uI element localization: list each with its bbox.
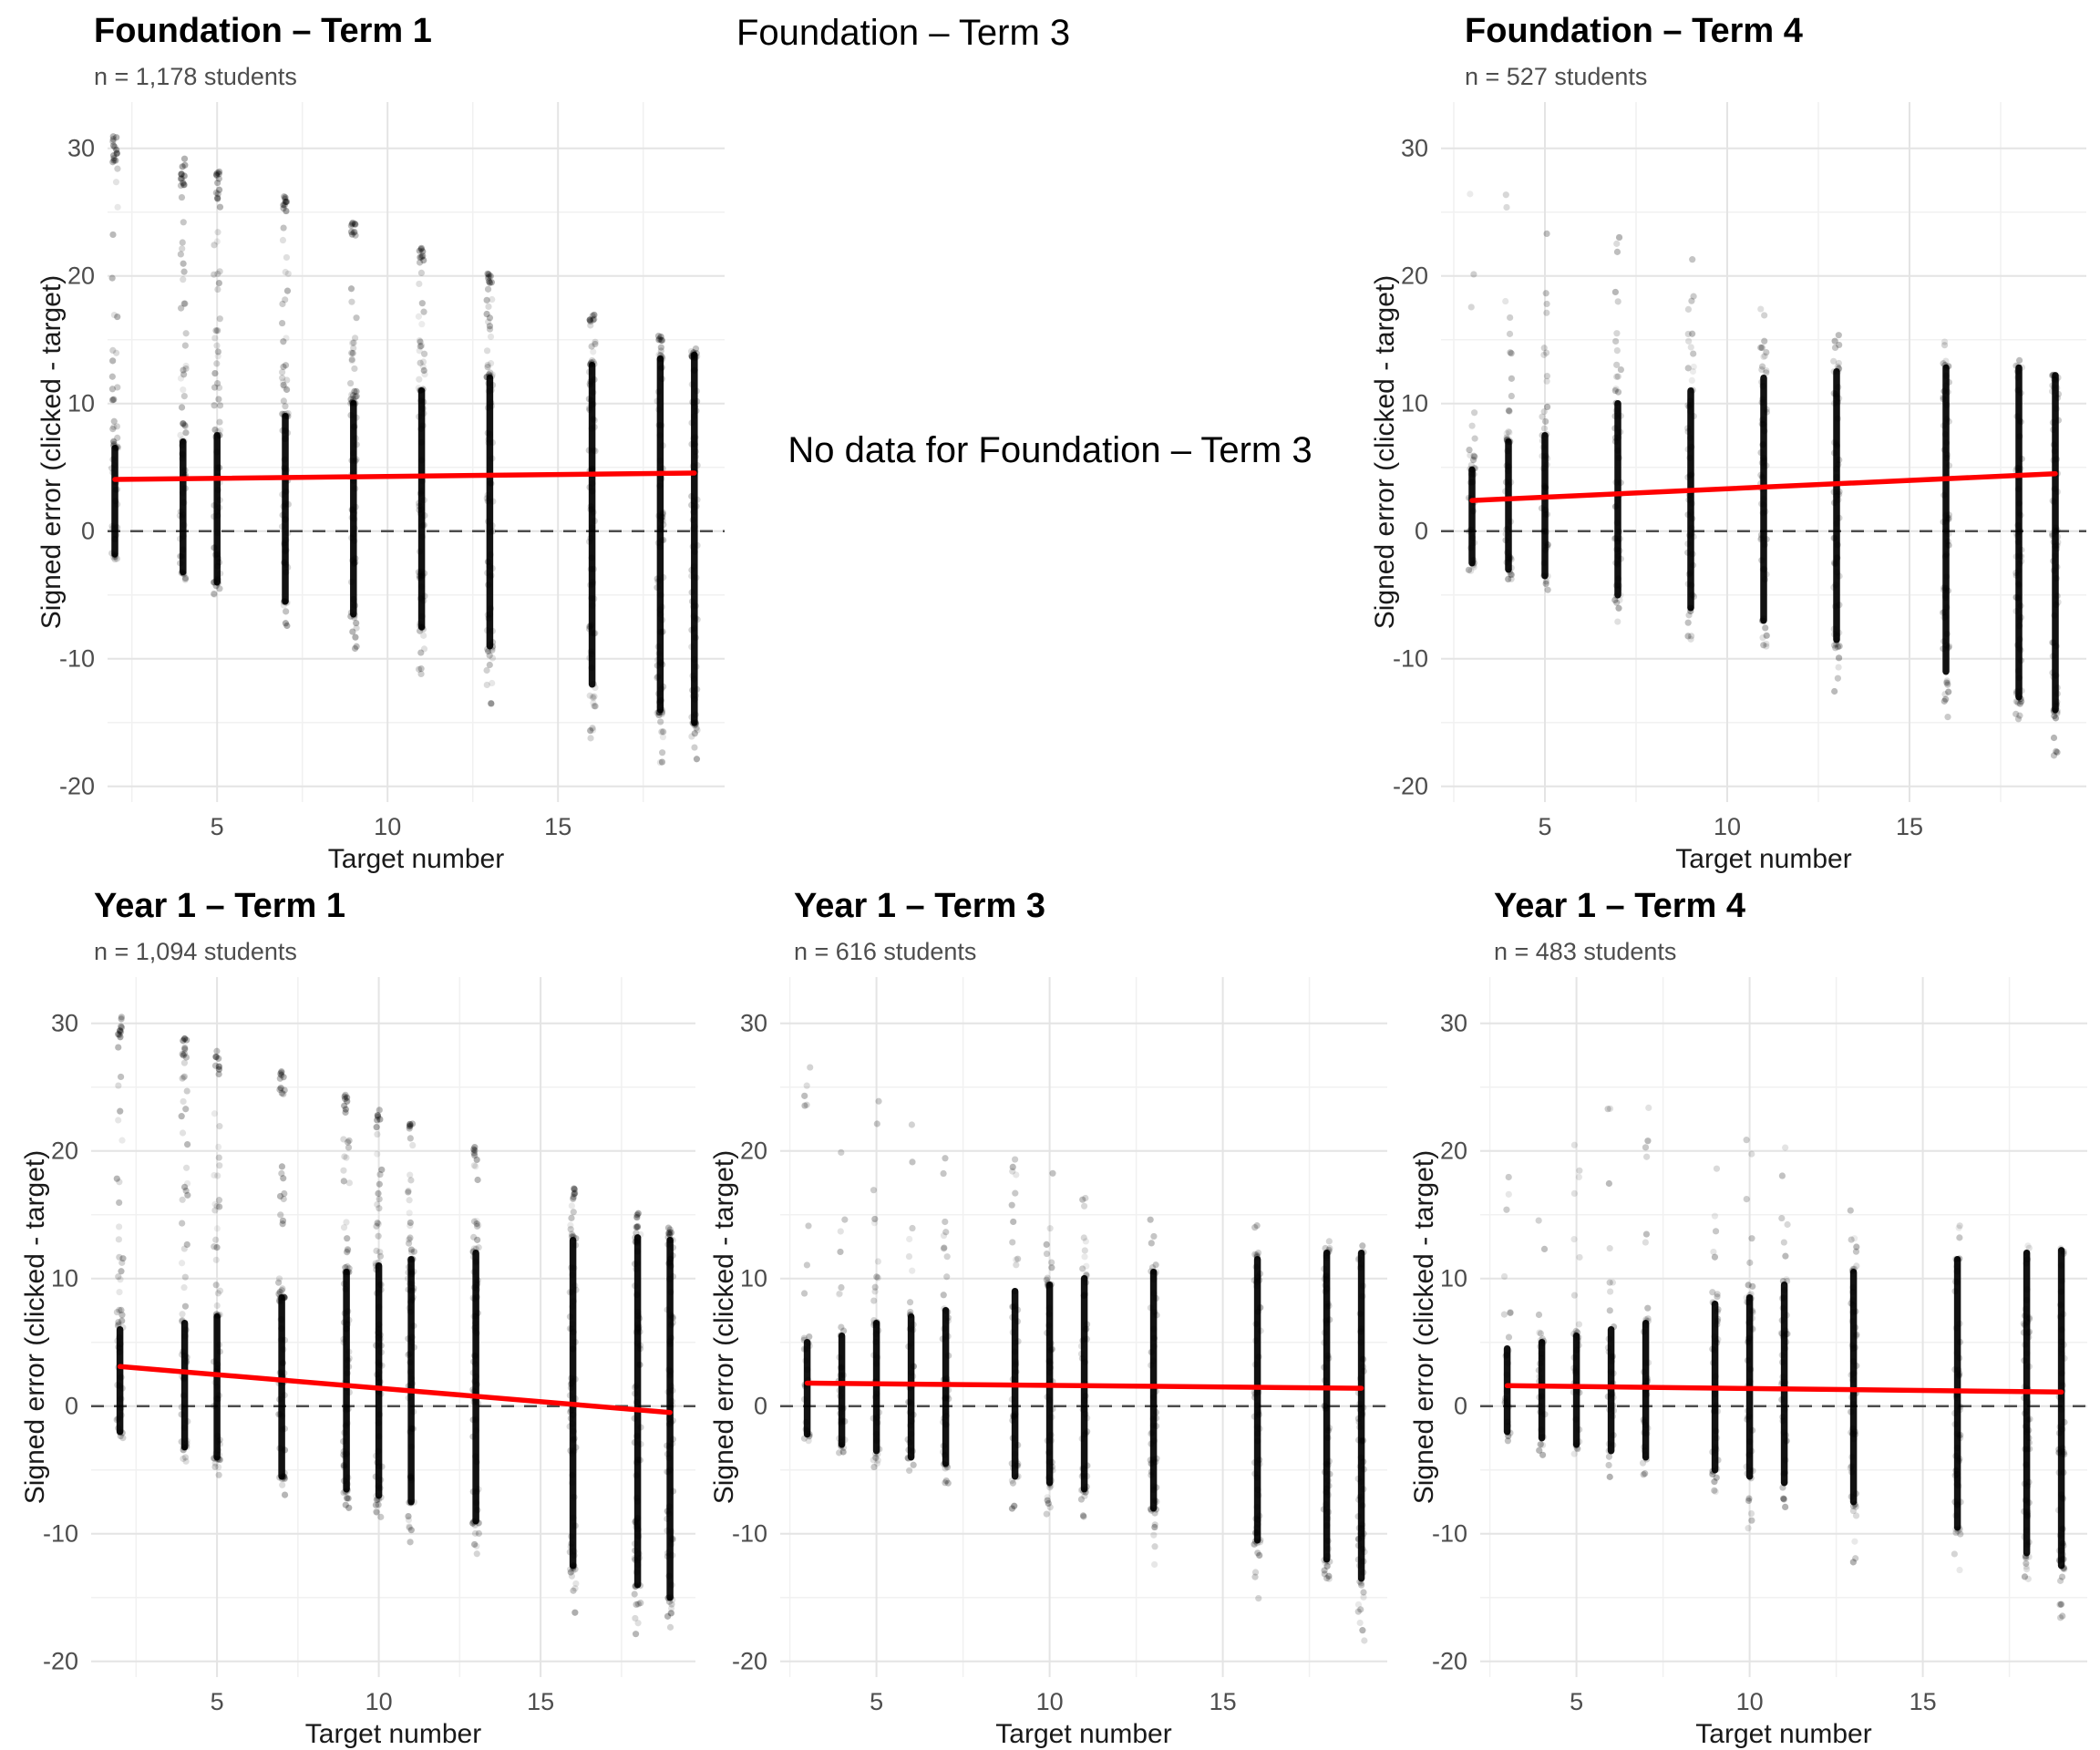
- x-tick-label: 10: [1036, 1688, 1064, 1715]
- x-tick-label: 5: [1570, 1688, 1583, 1715]
- y-tick-label: -20: [1393, 773, 1428, 800]
- y-tick-label: -10: [732, 1520, 767, 1548]
- no-data-message: No data for Foundation – Term 3: [788, 430, 1312, 470]
- y-tick-label: 0: [65, 1393, 78, 1420]
- x-axis-title: Target number: [1675, 844, 1851, 874]
- x-tick-label: 10: [1736, 1688, 1764, 1715]
- panel-plot-year1-term1: -20 -10 0 10 20 30 5 10 15 Target number Signed er…: [20, 977, 695, 1749]
- y-tick-label: 20: [51, 1138, 78, 1165]
- y-tick-label: 0: [81, 518, 95, 545]
- y-tick-label: 10: [740, 1265, 767, 1292]
- panel-title-year1-term3: Year 1 – Term 3: [794, 887, 1046, 925]
- y-axis-title: Signed error (clicked - target): [36, 275, 67, 629]
- panel-year1-term4-header: Year 1 – Term 4 n = 483 students: [1494, 887, 1746, 965]
- x-axis-title: Target number: [995, 1719, 1171, 1749]
- y-tick-label: -10: [1432, 1520, 1467, 1548]
- x-tick-label: 15: [544, 813, 571, 840]
- y-tick-label: 30: [1440, 1010, 1467, 1037]
- y-tick-label: -10: [1393, 645, 1428, 673]
- panel-title-year1-term4: Year 1 – Term 4: [1494, 887, 1746, 925]
- y-tick-label: 20: [1401, 262, 1428, 290]
- y-tick-label: -20: [59, 773, 95, 800]
- panel-year1-term3-header: Year 1 – Term 3 n = 616 students: [794, 887, 1046, 965]
- x-tick-label: 5: [870, 1688, 883, 1715]
- x-tick-label: 15: [1910, 1688, 1937, 1715]
- y-tick-label: -20: [1432, 1648, 1467, 1675]
- x-tick-label: 5: [211, 813, 224, 840]
- y-tick-label: 20: [1440, 1138, 1467, 1165]
- x-tick-label: 15: [1210, 1688, 1237, 1715]
- x-tick-label: 15: [527, 1688, 554, 1715]
- y-axis-title: Signed error (clicked - target): [709, 1150, 739, 1504]
- panel-foundation-term1-header: Foundation – Term 1 n = 1,178 students: [94, 12, 432, 90]
- y-tick-label: 10: [51, 1265, 78, 1292]
- panel-subtitle-year1-term1: n = 1,094 students: [94, 937, 297, 965]
- y-tick-label: 30: [67, 135, 95, 162]
- y-tick-label: 10: [67, 390, 95, 417]
- trend-line-year1-term3: [804, 1380, 1364, 1391]
- x-tick-label: 15: [1896, 813, 1923, 840]
- y-tick-label: 30: [51, 1010, 78, 1037]
- trend-line-foundation-term4: [1469, 470, 2058, 503]
- panel-plot-year1-term4: -20 -10 0 10 20 30 5 10 15 Target number Signed er…: [1409, 977, 2087, 1749]
- panel-subtitle-year1-term4: n = 483 students: [1494, 937, 1677, 965]
- panel-plot-foundation-term4: -20 -10 0 10 20 30 5 10 15 Target number Signed er…: [1370, 102, 2086, 874]
- x-tick-label: 10: [365, 1688, 393, 1715]
- panel-plot-year1-term3: -20 -10 0 10 20 30 5 10 15 Target number Signed er…: [709, 977, 1387, 1749]
- y-tick-label: 30: [740, 1010, 767, 1037]
- panel-title-foundation-term3: Foundation – Term 3: [736, 13, 1071, 53]
- y-tick-label: 30: [1401, 135, 1428, 162]
- x-tick-label: 5: [211, 1688, 224, 1715]
- y-tick-label: -20: [732, 1648, 767, 1675]
- trend-line-year1-term4: [1504, 1383, 2064, 1395]
- x-tick-label: 10: [1714, 813, 1741, 840]
- x-axis-title: Target number: [305, 1719, 481, 1749]
- panel-title-foundation-term4: Foundation – Term 4: [1465, 12, 1803, 50]
- y-tick-label: -10: [43, 1520, 78, 1548]
- y-tick-label: -20: [43, 1648, 78, 1675]
- x-tick-label: 5: [1538, 813, 1551, 840]
- panel-subtitle-foundation-term4: n = 527 students: [1465, 62, 1648, 90]
- panel-title-foundation-term1: Foundation – Term 1: [94, 12, 432, 50]
- y-axis-title: Signed error (clicked - target): [20, 1150, 50, 1504]
- panel-subtitle-foundation-term1: n = 1,178 students: [94, 62, 297, 90]
- trend-line-year1-term1: [117, 1364, 673, 1415]
- x-axis-title: Target number: [328, 844, 504, 874]
- y-tick-label: 10: [1401, 390, 1428, 417]
- panel-year1-term1-header: Year 1 – Term 1 n = 1,094 students: [94, 887, 346, 965]
- y-tick-label: 0: [1454, 1393, 1467, 1420]
- panel-foundation-term4-header: Foundation – Term 4 n = 527 students: [1465, 12, 1803, 90]
- panel-foundation-term3-header: Foundation – Term 3: [736, 13, 1070, 53]
- y-tick-label: 10: [1440, 1265, 1467, 1292]
- y-tick-label: 0: [754, 1393, 767, 1420]
- y-tick-label: 0: [1415, 518, 1428, 545]
- panel-title-year1-term1: Year 1 – Term 1: [94, 887, 346, 925]
- y-axis-title: Signed error (clicked - target): [1370, 275, 1400, 629]
- y-axis-title: Signed error (clicked - target): [1409, 1150, 1439, 1504]
- trend-line-foundation-term1: [112, 470, 697, 482]
- x-tick-label: 10: [374, 813, 401, 840]
- x-axis-title: Target number: [1695, 1719, 1871, 1749]
- panel-plot-foundation-term1: -20 -10 0 10 20 30 5 10 15 Target number Signed er…: [36, 102, 725, 874]
- panel-subtitle-year1-term3: n = 616 students: [794, 937, 977, 965]
- y-tick-label: 20: [740, 1138, 767, 1165]
- y-tick-label: 20: [67, 262, 95, 290]
- y-tick-label: -10: [59, 645, 95, 673]
